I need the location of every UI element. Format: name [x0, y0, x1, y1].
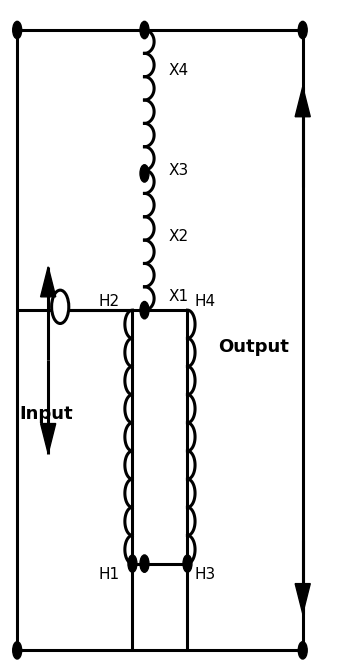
Circle shape: [298, 642, 307, 659]
Text: Input: Input: [19, 405, 73, 422]
Circle shape: [140, 555, 149, 572]
Circle shape: [140, 165, 149, 182]
Polygon shape: [41, 267, 56, 297]
Circle shape: [140, 301, 149, 319]
Polygon shape: [41, 424, 56, 454]
Polygon shape: [295, 584, 310, 614]
Circle shape: [13, 642, 22, 659]
Text: H4: H4: [194, 294, 215, 309]
Text: H1: H1: [98, 568, 119, 582]
Text: Output: Output: [218, 338, 289, 356]
Text: H3: H3: [194, 568, 216, 582]
Circle shape: [128, 555, 137, 572]
Text: X2: X2: [169, 229, 189, 244]
Text: H2: H2: [98, 294, 119, 309]
Circle shape: [183, 555, 192, 572]
Text: X3: X3: [169, 163, 189, 177]
Circle shape: [13, 21, 22, 39]
Circle shape: [298, 21, 307, 39]
Circle shape: [140, 21, 149, 39]
Circle shape: [52, 290, 69, 323]
Text: X1: X1: [169, 289, 189, 304]
Polygon shape: [295, 87, 310, 117]
Text: X4: X4: [169, 63, 189, 77]
